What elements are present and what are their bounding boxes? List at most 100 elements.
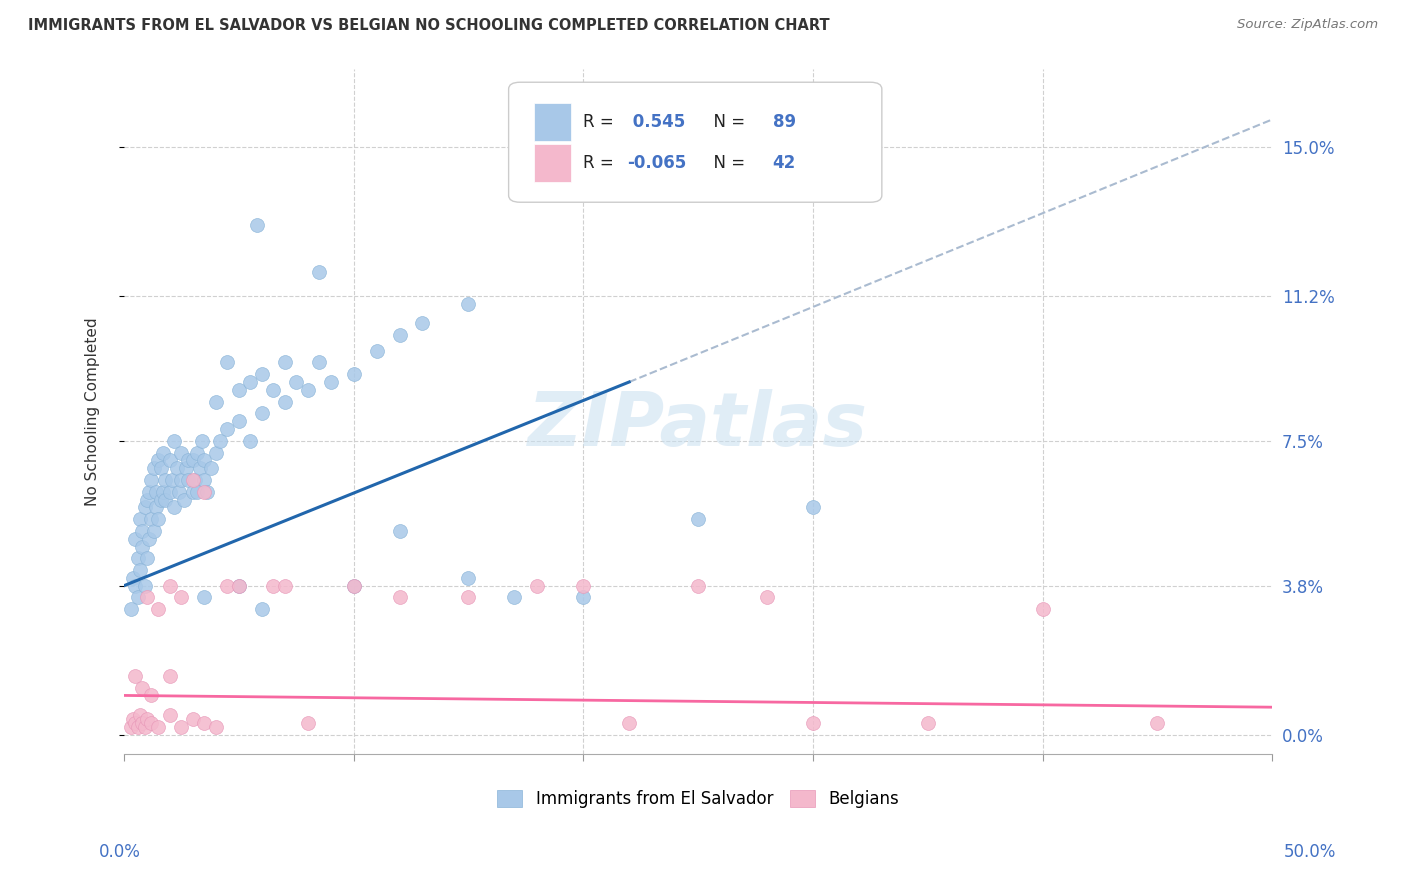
Point: [193, 484, 215, 499]
Point: [193, 473, 215, 487]
Point: [124, 669, 146, 683]
Point: [756, 591, 779, 605]
Point: [135, 492, 157, 507]
Bar: [534, 103, 571, 141]
Point: [217, 579, 239, 593]
Point: [149, 492, 172, 507]
Point: [163, 434, 186, 448]
Point: [141, 689, 163, 703]
Point: [204, 445, 226, 459]
Point: [801, 500, 824, 515]
Point: [204, 720, 226, 734]
Text: 0.0%: 0.0%: [98, 843, 141, 861]
Point: [188, 461, 211, 475]
Point: [134, 500, 156, 515]
Point: [159, 484, 181, 499]
Point: [163, 500, 186, 515]
Point: [129, 708, 152, 723]
Point: [1032, 602, 1054, 616]
Point: [155, 492, 177, 507]
Point: [138, 532, 160, 546]
Point: [170, 720, 193, 734]
Point: [148, 602, 170, 616]
Text: 0.545: 0.545: [627, 113, 685, 131]
Point: [152, 445, 174, 459]
Text: -0.065: -0.065: [627, 154, 686, 172]
Point: [193, 453, 215, 467]
Point: [917, 715, 939, 730]
Point: [228, 579, 250, 593]
Point: [155, 473, 177, 487]
Point: [145, 500, 167, 515]
Point: [138, 484, 160, 499]
Point: [388, 524, 411, 538]
Text: ZIPatlas: ZIPatlas: [529, 389, 868, 461]
Point: [239, 434, 262, 448]
Point: [127, 551, 149, 566]
Point: [526, 579, 548, 593]
Point: [135, 591, 157, 605]
Point: [273, 355, 295, 369]
Point: [246, 219, 269, 233]
Point: [149, 461, 172, 475]
Point: [177, 453, 200, 467]
Point: [122, 571, 145, 585]
Point: [166, 461, 188, 475]
Text: IMMIGRANTS FROM EL SALVADOR VS BELGIAN NO SCHOOLING COMPLETED CORRELATION CHART: IMMIGRANTS FROM EL SALVADOR VS BELGIAN N…: [28, 18, 830, 33]
Point: [457, 591, 479, 605]
Point: [297, 715, 319, 730]
Point: [273, 579, 295, 593]
Point: [342, 579, 364, 593]
Point: [688, 579, 710, 593]
Point: [160, 473, 183, 487]
Point: [170, 591, 193, 605]
Point: [141, 715, 163, 730]
Point: [124, 715, 146, 730]
Point: [173, 492, 195, 507]
Point: [124, 579, 146, 593]
Point: [131, 681, 153, 695]
Point: [120, 602, 142, 616]
Point: [141, 473, 163, 487]
FancyBboxPatch shape: [509, 82, 882, 202]
Point: [217, 422, 239, 436]
Point: [170, 473, 193, 487]
Point: [124, 532, 146, 546]
Point: [342, 579, 364, 593]
Point: [366, 343, 388, 358]
Point: [181, 484, 204, 499]
Point: [129, 563, 152, 577]
Point: [167, 484, 190, 499]
Point: [273, 394, 295, 409]
Point: [127, 720, 149, 734]
Point: [228, 579, 250, 593]
Point: [134, 579, 156, 593]
Point: [1146, 715, 1168, 730]
Point: [120, 720, 142, 734]
Text: R =: R =: [583, 113, 619, 131]
Point: [457, 571, 479, 585]
Point: [319, 375, 342, 389]
Point: [184, 473, 207, 487]
Text: 89: 89: [773, 113, 796, 131]
Point: [200, 461, 222, 475]
Point: [177, 473, 200, 487]
Text: Source: ZipAtlas.com: Source: ZipAtlas.com: [1237, 18, 1378, 31]
Point: [388, 328, 411, 343]
Point: [186, 484, 208, 499]
Point: [131, 715, 153, 730]
Point: [122, 712, 145, 726]
Point: [186, 445, 208, 459]
Point: [131, 524, 153, 538]
Point: [411, 316, 433, 330]
Point: [193, 715, 215, 730]
Y-axis label: No Schooling Completed: No Schooling Completed: [86, 317, 100, 506]
Text: R =: R =: [583, 154, 619, 172]
Point: [170, 445, 193, 459]
Text: 42: 42: [773, 154, 796, 172]
Point: [148, 720, 170, 734]
Point: [204, 394, 226, 409]
Point: [159, 579, 181, 593]
Point: [209, 434, 232, 448]
Point: [181, 712, 204, 726]
